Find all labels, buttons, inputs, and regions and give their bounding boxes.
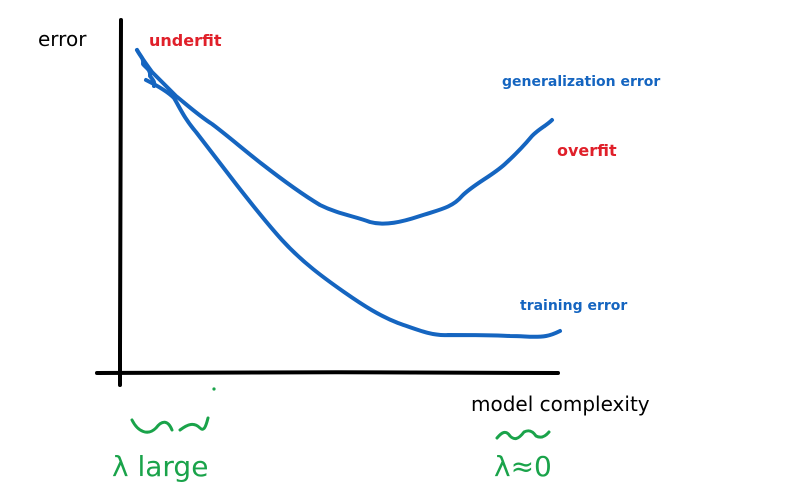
x-axis-line (95, 370, 560, 375)
x-axis-label: model complexity (471, 392, 650, 416)
y-axis-line (118, 18, 123, 387)
lambda-large-label: λ large (112, 450, 208, 483)
y-axis-label: error (38, 27, 87, 51)
training-error-label: training error (520, 298, 627, 314)
labels: error model complexity underfit overfit … (38, 27, 660, 483)
tilde-doodle-icon (495, 429, 551, 441)
generalization-error-curve (135, 48, 554, 226)
annotation-doodles (130, 387, 551, 441)
overfit-label: overfit (557, 141, 617, 160)
tilde-doodle-icon (130, 418, 174, 434)
dot-marker (212, 387, 216, 391)
start-scribble (135, 48, 157, 88)
axes (95, 18, 560, 387)
underfit-label: underfit (149, 31, 222, 50)
training-error-curve (144, 78, 562, 339)
tilde-doodle-icon (178, 416, 210, 432)
generalization-error-label: generalization error (502, 74, 660, 90)
curves (135, 48, 562, 339)
lambda-zero-label: λ≈0 (494, 450, 552, 483)
